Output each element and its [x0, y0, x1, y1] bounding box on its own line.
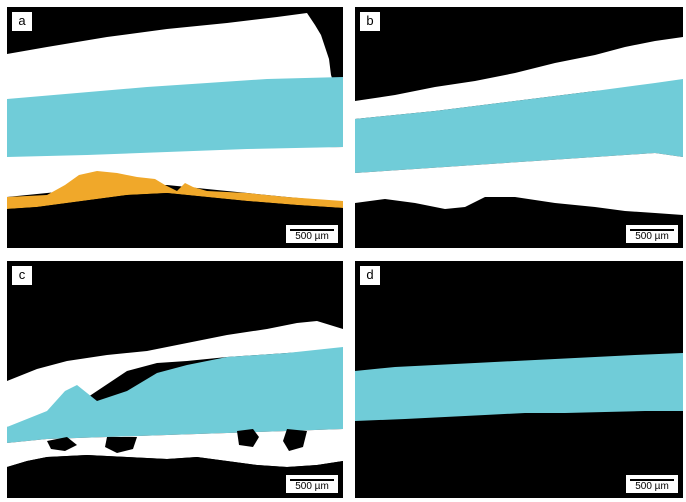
- panel-b: b 500 µm: [355, 7, 683, 248]
- black-pores: [47, 429, 307, 453]
- cyan-band: [7, 77, 343, 157]
- scale-bar-b: 500 µm: [625, 224, 679, 244]
- panel-label-c: c: [11, 265, 33, 286]
- cyan-band: [355, 79, 683, 173]
- white-region-lower: [7, 147, 343, 202]
- scale-bar-d: 500 µm: [625, 474, 679, 494]
- scale-bar-line: [290, 229, 334, 231]
- segmentation-image-c: [7, 321, 343, 498]
- scale-bar-line: [630, 479, 674, 481]
- cyan-band: [355, 353, 683, 421]
- segmentation-image-a: [7, 13, 343, 248]
- scale-bar-line: [630, 229, 674, 231]
- panel-label-b: b: [359, 11, 381, 32]
- segmentation-image-d: [355, 353, 683, 421]
- scale-bar-text: 500 µm: [635, 481, 669, 492]
- panel-c: c 500 µm: [7, 261, 343, 498]
- scale-bar-a: 500 µm: [285, 224, 339, 244]
- segmentation-image-b: [355, 37, 683, 215]
- black-substrate: [7, 455, 343, 498]
- panel-d: d 500 µm: [355, 261, 683, 498]
- black-substrate: [7, 193, 343, 248]
- orange-region: [7, 171, 343, 209]
- white-region-upper: [7, 321, 343, 427]
- white-region-lower: [355, 153, 683, 215]
- scale-bar-text: 500 µm: [295, 231, 329, 242]
- scale-bar-line: [290, 479, 334, 481]
- scale-bar-text: 500 µm: [635, 231, 669, 242]
- scale-bar-text: 500 µm: [295, 481, 329, 492]
- cyan-band: [7, 347, 343, 443]
- white-region-lower: [7, 429, 343, 467]
- panel-a: a 500 µm: [7, 7, 343, 248]
- panel-label-a: a: [11, 11, 33, 32]
- panel-label-d: d: [359, 265, 381, 286]
- white-region-upper: [355, 37, 683, 119]
- scale-bar-c: 500 µm: [285, 474, 339, 494]
